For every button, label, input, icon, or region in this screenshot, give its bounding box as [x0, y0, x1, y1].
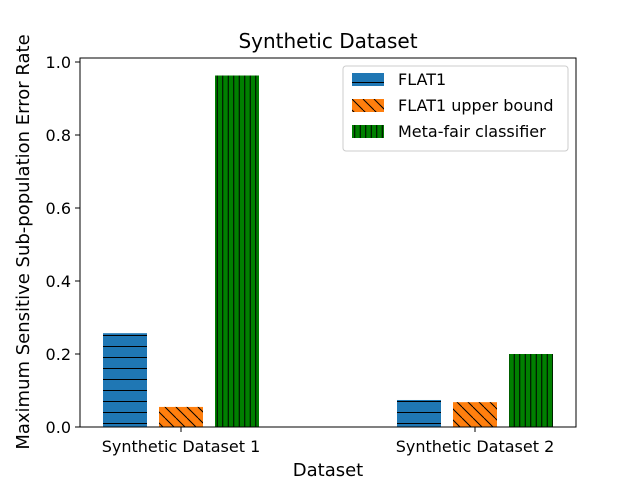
- y-tick-label: 0.6: [46, 199, 71, 218]
- y-axis-label: Maximum Sensitive Sub-population Error R…: [13, 34, 34, 449]
- bar-hatch: [159, 406, 203, 427]
- bar-hatch: [397, 399, 441, 427]
- x-axis: Synthetic Dataset 1 Synthetic Dataset 2: [102, 427, 555, 456]
- legend-swatch-hatch: [352, 99, 384, 112]
- legend: FLAT1 FLAT1 upper bound Meta-fair classifi…: [342, 65, 569, 152]
- y-tick-label: 0.0: [46, 418, 71, 437]
- plot-frame: [79, 57, 577, 428]
- x-tick-label: Synthetic Dataset 1: [102, 437, 261, 456]
- legend-swatch-hatch: [352, 125, 384, 138]
- legend-swatch-hatch: [352, 73, 384, 86]
- x-axis-label: Dataset: [293, 460, 364, 480]
- x-tick-label: Synthetic Dataset 2: [396, 437, 555, 456]
- legend-box: [342, 65, 569, 152]
- legend-label: Meta-fair classifier: [398, 122, 546, 141]
- bars-group: [103, 75, 553, 427]
- chart-title: Synthetic Dataset: [238, 29, 417, 53]
- legend-label: FLAT1: [398, 70, 446, 89]
- bar-hatch: [103, 333, 147, 427]
- bar-hatch: [509, 354, 553, 427]
- y-axis: 0.0 0.2 0.4 0.6 0.8 1.0: [46, 53, 80, 437]
- y-tick-label: 1.0: [46, 53, 71, 72]
- y-tick-label: 0.4: [46, 272, 71, 291]
- bar-hatch: [453, 402, 497, 427]
- legend-label: FLAT1 upper bound: [398, 96, 554, 115]
- y-tick-label: 0.2: [46, 345, 71, 364]
- bar-hatch: [215, 75, 259, 427]
- y-tick-label: 0.8: [46, 126, 71, 145]
